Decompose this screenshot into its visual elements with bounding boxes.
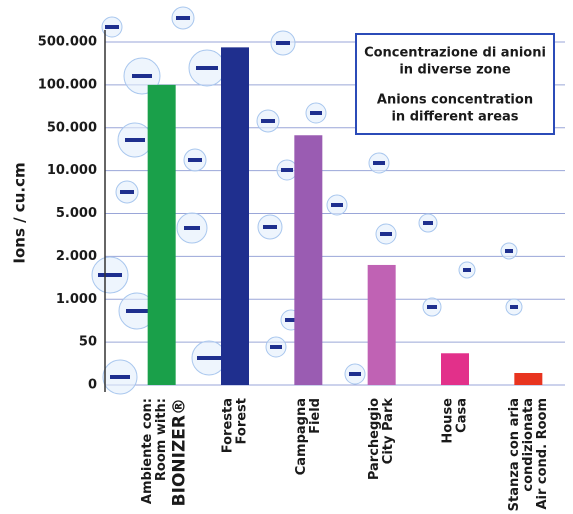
y-tick-label: 50 [79, 335, 97, 350]
x-tick-label: Ambiente con: [140, 398, 155, 504]
title-line: Concentrazione di anioni [364, 46, 546, 61]
x-tick-label: Casa [455, 398, 470, 433]
x-tick-label: BIONIZER® [170, 398, 190, 506]
x-tick-label: Foresta [221, 398, 236, 453]
x-tick-label: Parcheggio [367, 398, 382, 480]
x-tick-label: House [441, 398, 456, 444]
x-tick-label: Air cond. Room [535, 398, 550, 510]
title-line: in diverse zone [399, 63, 511, 78]
legend-box [355, 33, 555, 135]
y-tick-label: 500.000 [38, 35, 97, 50]
y-tick-label: 0 [88, 378, 97, 393]
y-tick-label: 50.000 [47, 120, 97, 135]
bar [514, 372, 543, 385]
subtitle-line: Anions concentration [377, 93, 533, 108]
x-tick-label: condizionata [521, 398, 536, 492]
x-tick-label: Stanza con aria [507, 398, 522, 511]
y-axis-label: Ions / cu.cm [11, 162, 29, 263]
bar [221, 47, 249, 385]
y-tick-label: 100.000 [38, 77, 97, 92]
y-tick-label: 1.000 [56, 292, 97, 307]
bar [294, 135, 323, 385]
x-tick-label: Room with: [154, 398, 169, 481]
bar [441, 353, 469, 385]
subtitle-line: in different areas [391, 110, 518, 125]
x-tick-label: Field [308, 398, 323, 434]
bar [367, 264, 396, 385]
y-tick-label: 10.000 [47, 163, 97, 178]
y-tick-label: 5.000 [56, 206, 97, 221]
x-tick-label: City Park [381, 398, 396, 465]
bar [147, 84, 176, 385]
y-tick-label: 2.000 [56, 249, 97, 264]
x-tick-label: Forest [235, 398, 250, 444]
x-tick-label: Campagna [294, 398, 309, 475]
